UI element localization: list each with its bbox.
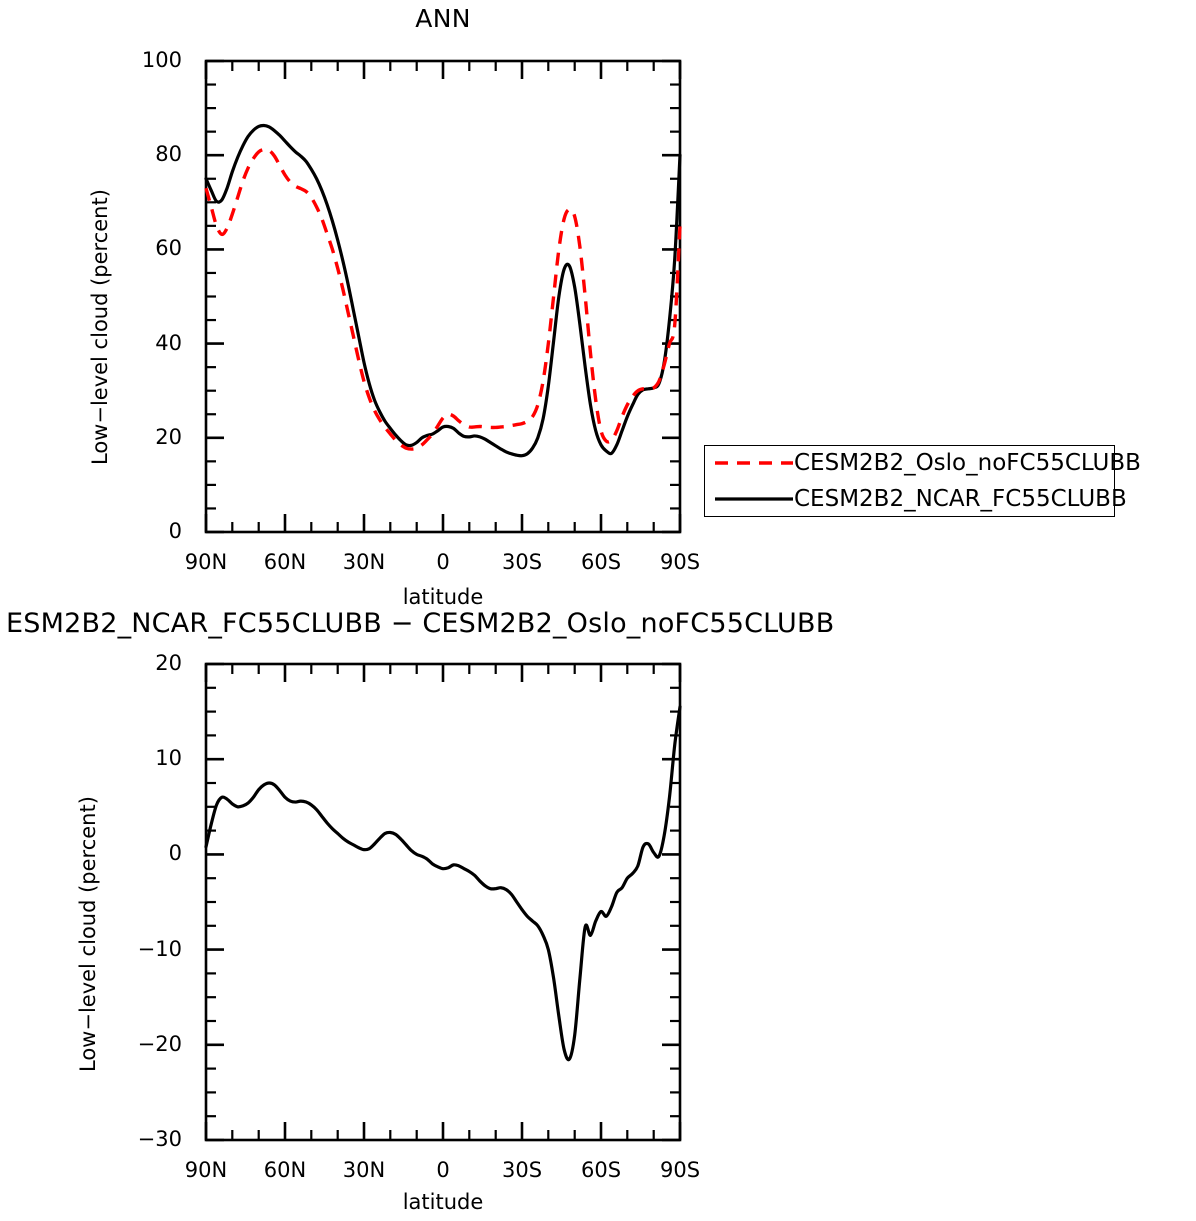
bottom-y-tick-minus10: −10: [137, 936, 182, 961]
bottom-panel-xlabel: latitude: [402, 1190, 484, 1214]
legend-label-oslo: CESM2B2_Oslo_noFC55CLUBB: [794, 449, 1141, 476]
bottom-y-tick-20: 20: [155, 651, 182, 675]
top-x-tick-90s: 90S: [659, 550, 701, 574]
bottom-y-tick-minus30: −30: [137, 1127, 182, 1151]
top-panel-x-minor-ticks: [231, 61, 655, 532]
top-y-tick-40: 40: [155, 330, 182, 355]
bottom-y-tick-0: 0: [168, 841, 182, 866]
legend-item-oslo[interactable]: CESM2B2_Oslo_noFC55CLUBB: [715, 448, 1141, 478]
top-x-tick-90n: 90N: [184, 550, 228, 574]
legend-item-ncar[interactable]: CESM2B2_NCAR_FC55CLUBB: [715, 484, 1127, 514]
top-panel: ANN: [88, 4, 1141, 609]
top-x-tick-60s: 60S: [580, 550, 622, 574]
bottom-panel-title: ESM2B2_NCAR_FC55CLUBB − CESM2B2_Oslo_noF…: [6, 608, 835, 639]
series-line-ncar: [204, 123, 682, 458]
bottom-panel-series: [204, 705, 682, 1062]
top-panel-xlabel: latitude: [402, 585, 484, 609]
top-panel-x-major-ticks: [204, 61, 682, 532]
bottom-x-tick-60s: 60S: [580, 1158, 622, 1182]
legend-swatch-solid-black: [715, 492, 793, 506]
bottom-panel-frame: [204, 662, 682, 1142]
top-y-tick-60: 60: [155, 236, 182, 261]
top-panel-plot-area: [204, 59, 682, 534]
top-x-tick-0: 0: [436, 550, 450, 574]
bottom-x-tick-90s: 90S: [659, 1158, 701, 1182]
bottom-panel-x-minor-ticks: [231, 664, 655, 1140]
top-panel-title: ANN: [415, 4, 471, 33]
bottom-panel-y-major-ticks: [206, 662, 680, 1142]
legend-swatch-dashed-red: [715, 456, 793, 470]
series-line-oslo: [204, 147, 682, 451]
top-y-tick-80: 80: [155, 142, 182, 167]
top-panel-series: [204, 123, 682, 458]
bottom-y-tick-10: 10: [155, 746, 182, 771]
bottom-x-tick-30s: 30S: [501, 1158, 543, 1182]
top-y-tick-20: 20: [155, 424, 182, 449]
bottom-panel-ylabel: Low−level cloud (percent): [76, 796, 100, 1072]
top-y-tick-100: 100: [141, 48, 182, 72]
legend: CESM2B2_Oslo_noFC55CLUBB CESM2B2_NCAR_FC…: [704, 445, 1141, 517]
bottom-panel-x-major-ticks: [204, 664, 682, 1140]
bottom-panel-y-minor-ticks: [206, 686, 680, 1118]
series-line-difference: [204, 705, 682, 1062]
bottom-x-tick-90n: 90N: [184, 1158, 228, 1182]
legend-label-ncar: CESM2B2_NCAR_FC55CLUBB: [794, 485, 1127, 512]
top-x-tick-30n: 30N: [342, 550, 386, 574]
bottom-x-tick-60n: 60N: [263, 1158, 307, 1182]
top-y-tick-0: 0: [168, 519, 182, 543]
bottom-y-tick-minus20: −20: [137, 1031, 182, 1056]
top-x-tick-60n: 60N: [263, 550, 307, 574]
bottom-x-tick-0: 0: [436, 1158, 450, 1182]
top-x-tick-30s: 30S: [501, 550, 543, 574]
bottom-x-tick-30n: 30N: [342, 1158, 386, 1182]
